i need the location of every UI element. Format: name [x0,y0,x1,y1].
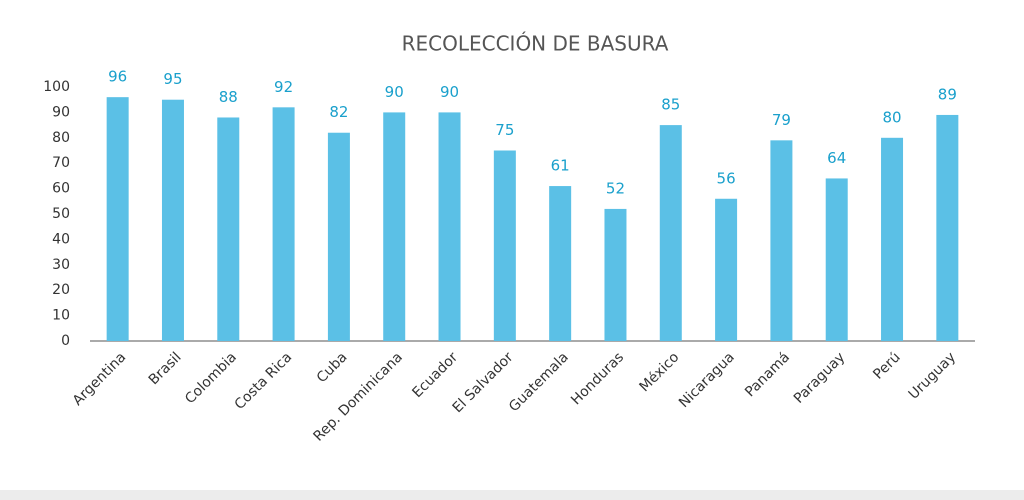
bottom-strip [0,490,1024,500]
x-tick-label: Argentina [70,349,130,409]
value-label: 75 [495,121,514,139]
value-label: 56 [717,169,736,187]
x-tick-label: Paraguay [791,349,849,407]
value-label: 95 [163,70,182,88]
y-tick-label: 30 [52,257,70,273]
x-tick-label: Nicaragua [676,349,738,411]
value-label: 64 [827,149,846,167]
x-tick-label: Panamá [742,349,793,400]
value-label: 79 [772,111,791,129]
bar [936,114,959,341]
bar [161,99,184,341]
bar [217,117,240,341]
bar [659,125,682,341]
value-label: 89 [938,85,957,103]
value-label: 80 [882,108,901,126]
bar [825,178,848,341]
x-tick-label: Ecuador [409,349,461,401]
value-label: 61 [551,157,570,175]
x-tick-label: México [637,349,683,395]
x-tick-label: Perú [870,349,903,382]
bar [106,97,129,341]
bar [881,137,904,341]
y-tick-label: 50 [52,206,70,222]
bar [272,107,295,341]
bar [604,208,627,341]
bar [438,112,461,342]
value-label: 90 [385,83,404,101]
value-label: 90 [440,83,459,101]
value-label: 82 [329,103,348,121]
value-label: 92 [274,78,293,96]
bar [493,150,516,341]
bar [549,186,572,341]
chart-title: RECOLECCIÓN DE BASURA [402,32,669,56]
y-tick-label: 60 [52,181,70,197]
x-tick-label: Guatemala [506,349,572,415]
y-tick-label: 20 [52,282,70,298]
x-tick-label: Brasil [146,349,185,388]
bar [770,140,793,341]
value-label: 96 [108,68,127,86]
y-tick-label: 10 [52,308,70,324]
y-tick-label: 100 [43,79,70,95]
y-tick-label: 80 [52,130,70,146]
bar [715,198,738,341]
bar [383,112,406,342]
y-tick-label: 70 [52,155,70,171]
bar [327,132,350,341]
value-label: 88 [219,88,238,106]
x-tick-label: Costa Rica [232,349,296,413]
y-tick-label: 40 [52,231,70,247]
y-tick-label: 0 [61,333,70,349]
value-label: 85 [661,96,680,114]
value-label: 52 [606,179,625,197]
x-tick-label: Honduras [568,349,627,408]
x-tick-label: Uruguay [906,349,959,402]
x-tick-label: Cuba [314,349,351,386]
y-tick-label: 90 [52,104,70,120]
x-tick-label: Colombia [182,349,240,407]
